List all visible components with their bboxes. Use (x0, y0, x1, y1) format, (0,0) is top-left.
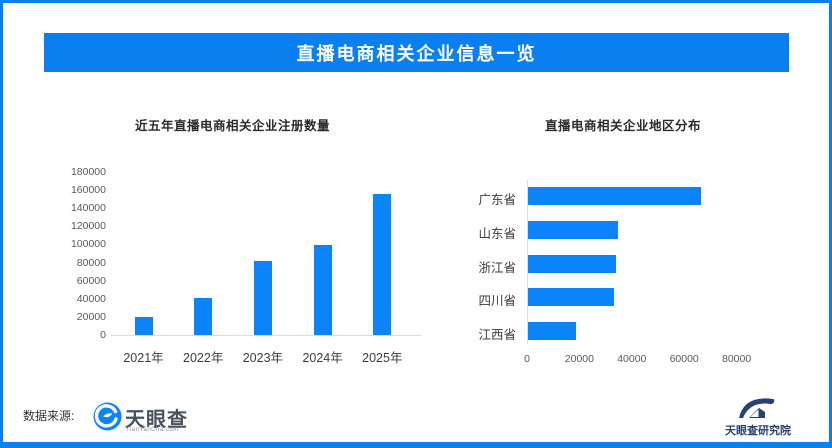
bar-2022年 (194, 297, 213, 335)
tianyancha-logo-icon (93, 402, 122, 436)
y-tick-label-广东省: 广东省 (478, 193, 516, 207)
x-axis-line (111, 335, 421, 336)
header-bar: 直播电商相关企业信息一览 (44, 33, 789, 72)
page-title: 直播电商相关企业信息一览 (296, 43, 537, 64)
x-tick-label-60000: 60000 (669, 353, 699, 365)
y-tick-label-140000: 140000 (70, 202, 106, 215)
y-tick-label-160000: 160000 (70, 184, 106, 197)
tianyancha-logo-text: 天眼查 (125, 409, 188, 431)
bar-2025年 (373, 193, 392, 335)
bar-浙江省 (528, 254, 616, 273)
y-tick-label-40000: 40000 (76, 292, 106, 305)
x-tick-label-2025年: 2025年 (362, 351, 403, 365)
bar-江西省 (528, 322, 576, 341)
x-tick-label-80000: 80000 (721, 353, 752, 365)
y-tick-label-120000: 120000 (70, 220, 106, 233)
x-tick-label-40000: 40000 (617, 353, 647, 365)
y-tick-label-180000: 180000 (70, 166, 106, 178)
bar-2023年 (253, 260, 272, 335)
research-institute-logo-text: 天眼查研究院 (725, 425, 791, 437)
y-tick-label-20000: 20000 (76, 310, 106, 323)
x-tick-label-0: 0 (524, 353, 530, 365)
y-tick-label-100000: 100000 (70, 238, 106, 251)
registrations-chart-title: 近五年直播电商相关企业注册数量 (135, 119, 331, 133)
y-tick-label-江西省: 江西省 (478, 328, 516, 343)
tianyancha-logo-domain: TianYanCha.com (126, 427, 179, 433)
regions-chart-title: 直播电商相关企业地区分布 (545, 119, 702, 133)
research-institute-logo-icon (737, 391, 777, 426)
x-tick-label-2021年: 2021年 (123, 351, 164, 365)
y-axis-line (527, 180, 528, 344)
y-tick-label-四川省: 四川省 (478, 294, 516, 309)
y-tick-label-山东省: 山东省 (478, 226, 516, 241)
x-tick-label-2023年: 2023年 (242, 351, 284, 365)
y-tick-label-60000: 60000 (76, 274, 106, 287)
bar-四川省 (528, 288, 615, 307)
x-tick-label-2022年: 2022年 (183, 351, 224, 365)
y-tick-label-80000: 80000 (76, 256, 106, 269)
x-tick-label-2024年: 2024年 (302, 351, 343, 365)
data-source-label: 数据来源: (23, 409, 75, 423)
bar-2021年 (134, 317, 153, 335)
y-tick-label-浙江省: 浙江省 (478, 260, 516, 275)
bar-2024年 (313, 245, 332, 335)
bar-广东省 (528, 187, 701, 205)
x-tick-label-20000: 20000 (564, 353, 594, 365)
bar-山东省 (528, 220, 619, 239)
y-tick-label-0: 0 (100, 329, 106, 341)
